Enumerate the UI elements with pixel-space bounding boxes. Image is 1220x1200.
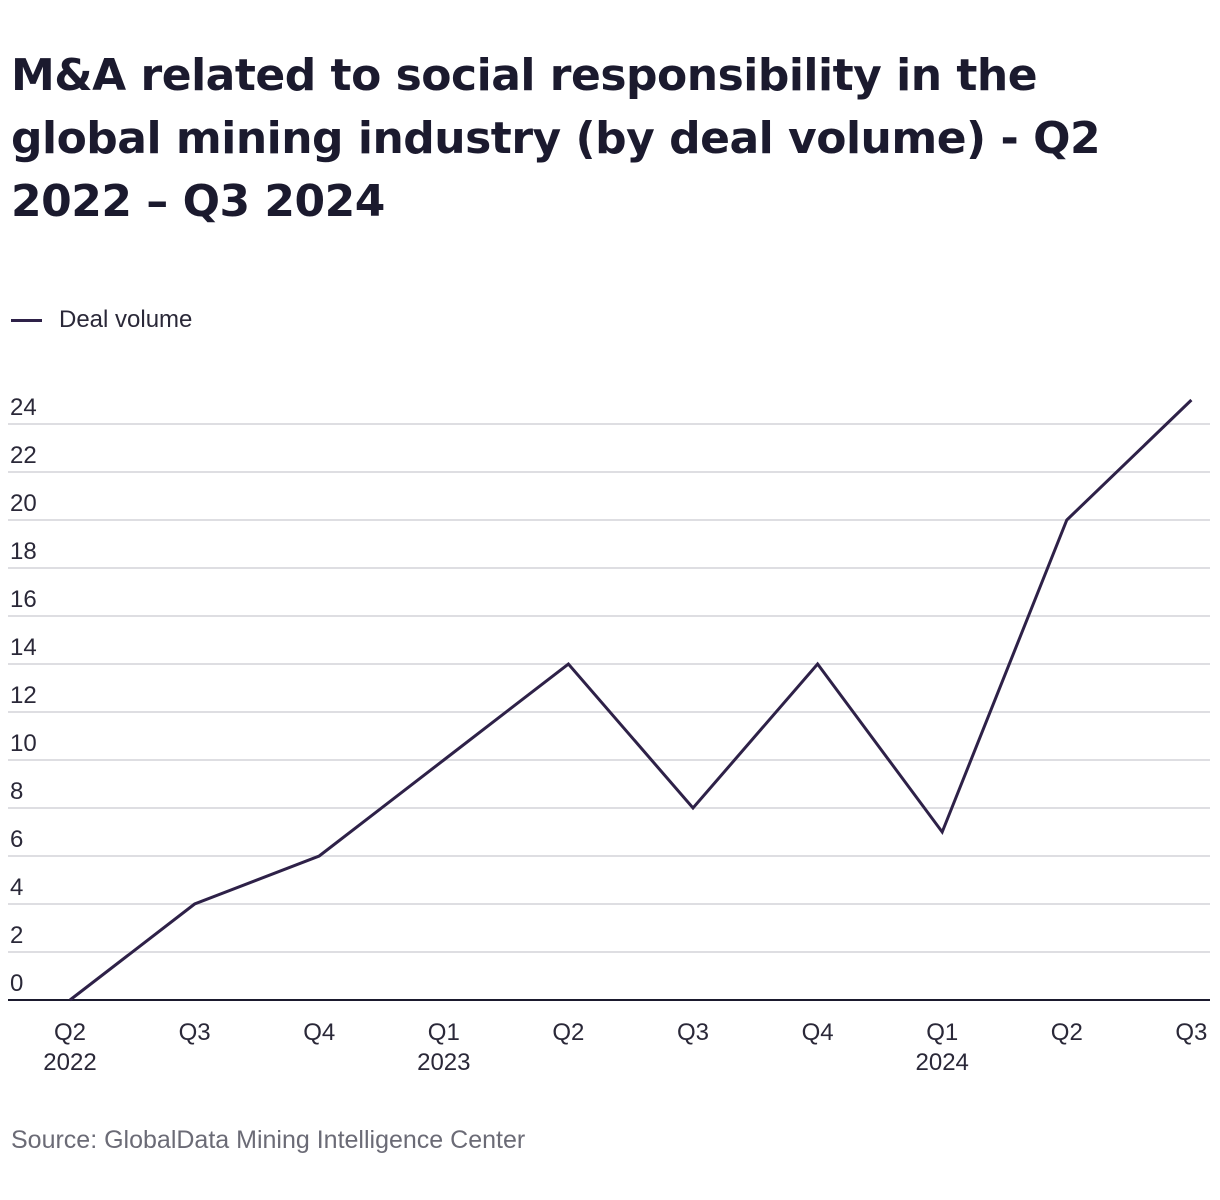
y-tick-label: 2 xyxy=(10,922,23,949)
data-point xyxy=(1189,398,1193,402)
y-tick-label: 16 xyxy=(10,586,37,613)
data-point xyxy=(566,662,570,666)
data-point xyxy=(691,806,695,810)
x-tick-year-label: 2023 xyxy=(417,1049,470,1076)
data-point xyxy=(193,902,197,906)
x-tick-label: Q3 xyxy=(1175,1019,1207,1046)
y-tick-label: 20 xyxy=(10,490,37,517)
source-note: Source: GlobalData Mining Intelligence C… xyxy=(11,1126,526,1154)
legend: Deal volume xyxy=(11,306,192,334)
data-point xyxy=(940,830,944,834)
y-tick-label: 12 xyxy=(10,682,37,709)
y-tick-label: 22 xyxy=(10,442,37,469)
x-tick-label: Q1 xyxy=(926,1019,958,1046)
y-tick-label: 18 xyxy=(10,538,37,565)
legend-line-swatch xyxy=(11,318,42,322)
y-tick-label: 8 xyxy=(10,778,23,805)
data-point xyxy=(816,662,820,666)
y-tick-label: 10 xyxy=(10,730,37,757)
data-point xyxy=(68,998,72,1002)
x-tick-label: Q4 xyxy=(802,1019,834,1046)
y-tick-label: 4 xyxy=(10,874,23,901)
data-point xyxy=(317,854,321,858)
gridlines xyxy=(8,423,1210,953)
x-tick-label: Q2 xyxy=(552,1019,584,1046)
x-tick-label: Q2 xyxy=(1051,1019,1083,1046)
x-tick-label: Q3 xyxy=(179,1019,211,1046)
chart-title: M&A related to social responsibility in … xyxy=(11,50,1101,227)
deal-volume-line xyxy=(69,398,1193,1002)
x-tick-label: Q4 xyxy=(303,1019,335,1046)
y-tick-label: 24 xyxy=(10,394,37,421)
data-point xyxy=(442,758,446,762)
x-tick-year-label: 2024 xyxy=(916,1049,969,1076)
x-tick-label: Q3 xyxy=(677,1019,709,1046)
legend-label: Deal volume xyxy=(59,306,193,333)
data-point xyxy=(1065,518,1069,522)
x-tick-label: Q1 xyxy=(428,1019,460,1046)
y-tick-label: 6 xyxy=(10,826,23,853)
y-tick-label: 0 xyxy=(10,970,23,997)
y-tick-label: 14 xyxy=(10,634,37,661)
x-axis-ticks: Q2 2022 Q3 Q4 Q1 2023 Q2 Q3 Q4 Q1 2024 Q2 Q3 xyxy=(43,1019,1207,1076)
x-tick-label: Q2 xyxy=(54,1019,86,1046)
x-tick-year-label: 2022 xyxy=(43,1049,96,1076)
